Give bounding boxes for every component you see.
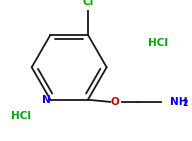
Text: N: N xyxy=(42,95,50,105)
Text: HCl: HCl xyxy=(148,38,168,49)
Text: 2: 2 xyxy=(182,99,187,108)
Text: Cl: Cl xyxy=(82,0,94,7)
Text: O: O xyxy=(111,97,120,107)
Text: NH: NH xyxy=(170,97,188,107)
Text: HCl: HCl xyxy=(11,111,31,121)
